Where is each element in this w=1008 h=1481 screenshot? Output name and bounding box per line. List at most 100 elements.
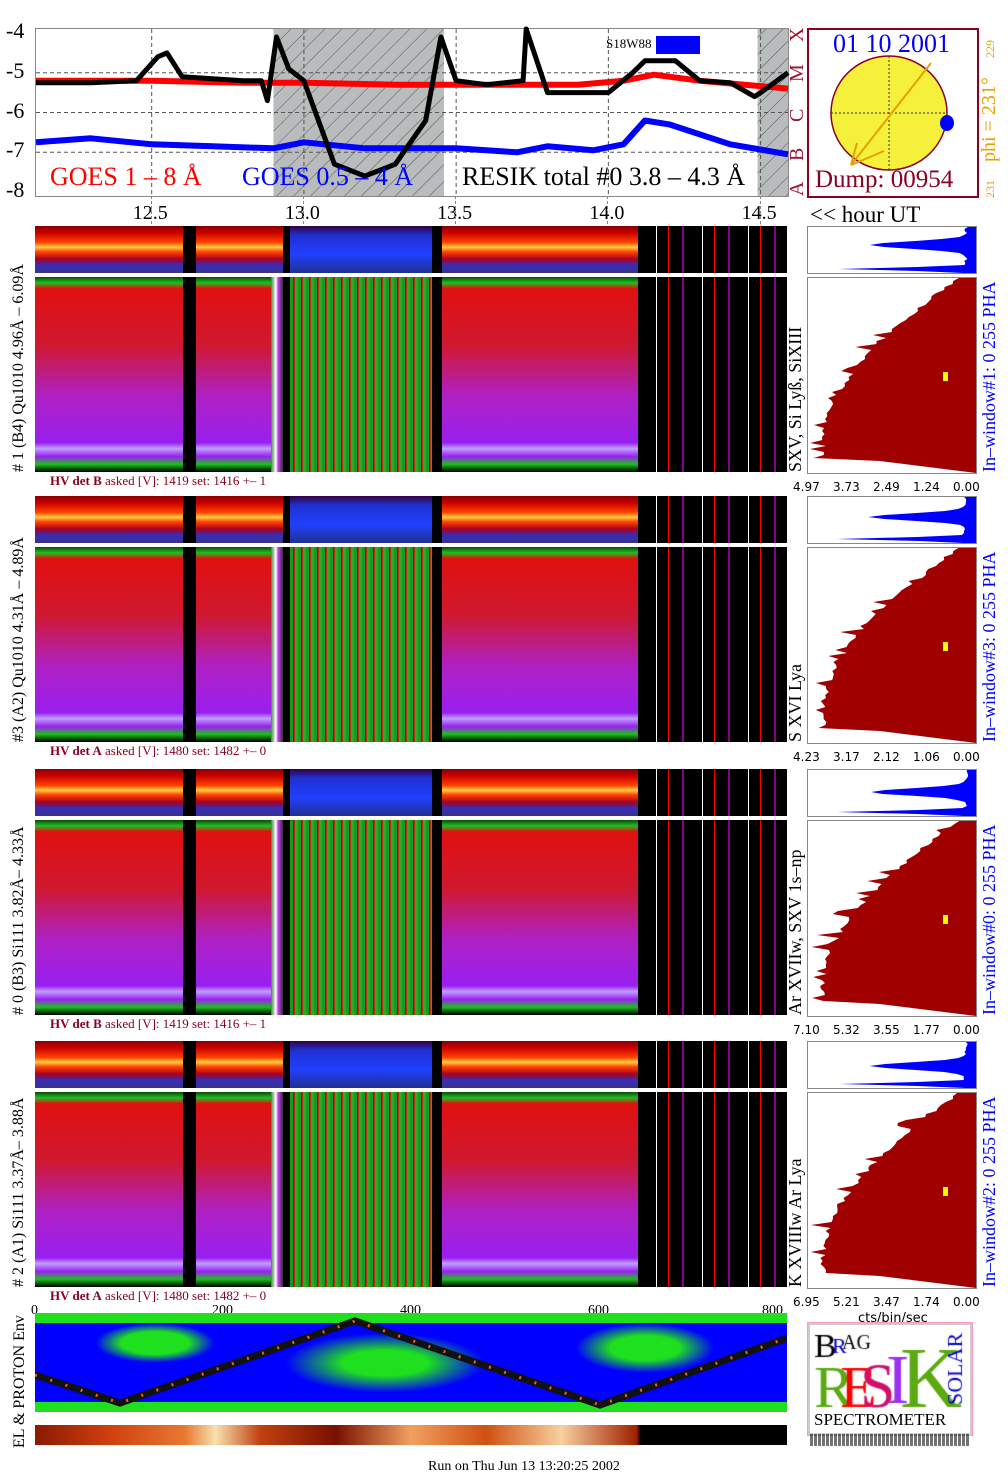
histogram-fill [812,821,976,1016]
spectrogram-segment [196,547,271,742]
spectrogram-segment [35,496,183,543]
spectrogram-segment [290,277,432,472]
window-marker [943,642,948,651]
spectrogram-segment [638,1092,787,1287]
spectrogram-segment [283,496,290,543]
in-window-label: In–window#1: 0 255 PHA [980,281,1000,472]
spectrogram-segment [271,769,283,816]
spectrogram-segment [442,1041,638,1088]
histogram-tick: 5.21 [833,1295,860,1309]
spectrogram-segment [183,277,196,472]
spectrogram-segment [196,496,271,543]
hv-status: HV det A asked [V]: 1480 set: 1482 +– 0 [50,1289,266,1303]
spectrogram-segment [638,496,787,543]
pha-spectrogram-3 [35,1041,787,1088]
spectrogram-segment [35,226,183,273]
phi-label: phi = 231° [978,77,1000,162]
tick-line [303,196,304,224]
panel-label: # 0 (B3) Si111 3.82Å– 4.33Å [10,826,28,1015]
pha-spectrogram-2 [35,769,787,816]
window-marker [943,1187,948,1196]
spectrogram-segment [196,226,271,273]
panel-label: # 1 (B4) Qu1010 4.96Å – 6.09Å [10,264,28,472]
x-axis-label: << hour UT [810,202,920,227]
tick-line [760,196,761,224]
hv-values: asked [V]: 1419 set: 1416 +– 1 [102,1016,266,1031]
spectrogram-segment [638,1041,787,1088]
spectrogram-segment [638,769,787,816]
pha-fill [837,497,977,543]
resik-logo: SPECTROMETER [808,1323,972,1435]
spectrogram-3 [35,1092,787,1287]
hv-status: HV det B asked [V]: 1419 set: 1416 +– 1 [50,1017,266,1031]
logo-credits [810,1434,970,1446]
spectrogram-segment [196,277,271,472]
spectrogram-segment [432,496,442,543]
pha-spectrogram-1 [35,496,787,543]
spectrogram-segment [638,820,787,1015]
spectrogram-segment [432,226,442,273]
spectrogram-segment [283,820,290,1015]
histogram-tick: 2.49 [873,480,900,494]
histogram-tick: 0.00 [953,480,980,494]
window-marker [943,915,948,924]
histogram-tick: 0.00 [953,1023,980,1037]
logo-lettering [810,1325,970,1409]
spectrogram-segment [271,1092,283,1287]
histogram-tick: 3.73 [833,480,860,494]
histogram-tick: 2.12 [873,750,900,764]
histogram-tick: 1.24 [913,480,940,494]
hv-values: asked [V]: 1480 set: 1482 +– 0 [102,743,266,758]
spectrogram-segment [283,226,290,273]
in-window-label: In–window#2: 0 255 PHA [980,1096,1000,1287]
pha-profile-3 [807,1041,977,1089]
pha-profile-0 [807,226,977,274]
y-tick-label: -8 [6,178,24,202]
spectrogram-segment [442,277,638,472]
spectrogram-segment [638,277,787,472]
hv-values: asked [V]: 1419 set: 1416 +– 1 [102,473,266,488]
orbit-track [35,1313,787,1412]
spectrogram-segment [35,769,183,816]
spectrogram-segment [35,547,183,742]
spectrogram-segment [283,277,290,472]
spectrogram-segment [432,277,442,472]
hv-prefix: HV det [50,1016,93,1031]
in-window-label: In–window#0: 0 255 PHA [980,824,1000,1015]
line-ids: S XVI Lya [786,664,806,742]
histogram-fill [816,548,976,743]
legend-goes-short: GOES 0.5 – 4 Å [242,163,413,192]
y-tick-label: -6 [6,99,24,123]
pha-spectrogram-0 [35,226,787,273]
spectrogram-segment [638,547,787,742]
pha-profile-1 [807,496,977,544]
phi-bottom: 231 [984,180,997,198]
spectrogram-segment [432,769,442,816]
run-timestamp: Run on Thu Jun 13 13:20:25 2002 [428,1459,620,1474]
histogram-tick: 1.77 [913,1023,940,1037]
histogram-tick: 1.06 [913,750,940,764]
hv-detector: B [93,1016,102,1031]
spectrogram-segment [35,277,183,472]
spectrogram-segment [290,820,432,1015]
histogram-tick: 4.97 [793,480,820,494]
flare-class-label: B [786,148,808,161]
flare-class-label: M [786,64,808,82]
legend-resik: RESIK total #0 3.8 – 4.3 Å [462,163,745,192]
panel-label: #3 (A2) Qu1010 4.31Å – 4.89Å [10,537,28,742]
spectrogram-segment [283,547,290,742]
goes-plot: GOES 1 – 8 Å GOES 0.5 – 4 Å RESIK total … [35,28,789,197]
tick-line [455,196,456,224]
spectrogram-segment [183,1041,196,1088]
spectrogram-segment [290,1092,432,1287]
spectrogram-segment [35,820,183,1015]
spectrogram-segment [183,226,196,273]
region-annotation: S18W88 [606,37,652,51]
flare-class-label: C [786,108,808,121]
spectrogram-segment [183,820,196,1015]
spectrogram-segment [183,547,196,742]
histogram-tick: 3.55 [873,1023,900,1037]
spectrogram-segment [290,226,432,273]
hv-detector: A [92,1288,101,1303]
pha-profile-2 [807,769,977,817]
